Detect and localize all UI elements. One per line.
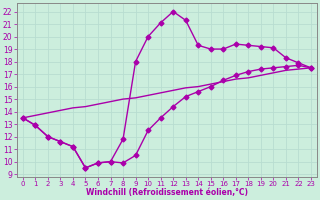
X-axis label: Windchill (Refroidissement éolien,°C): Windchill (Refroidissement éolien,°C): [86, 188, 248, 197]
